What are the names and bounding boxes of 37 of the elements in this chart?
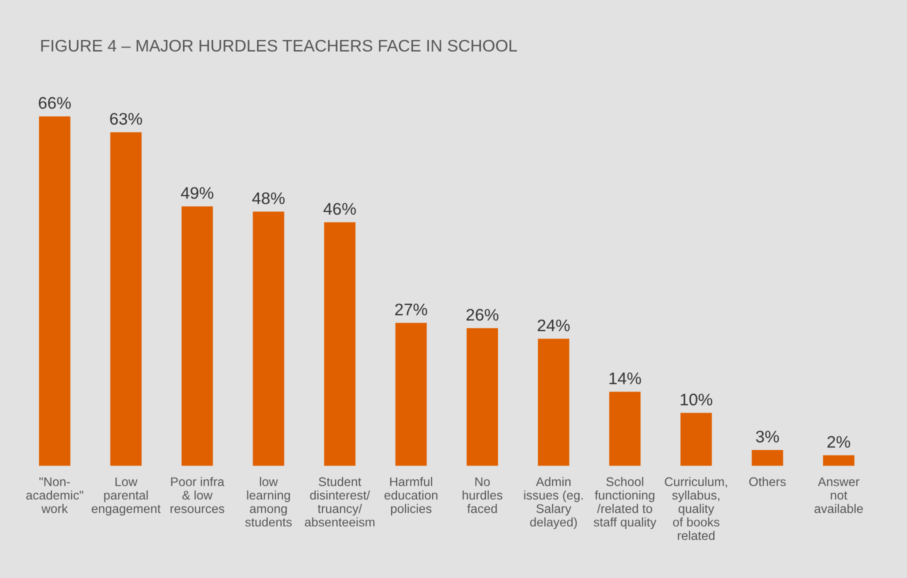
- data-label: 63%: [110, 112, 142, 125]
- bar: [110, 132, 142, 466]
- bar: [324, 222, 356, 466]
- chart-title: FIGURE 4 – MAJOR HURDLES TEACHERS FACE IN SCHOOL: [41, 40, 517, 52]
- data-label: 26%: [466, 308, 498, 321]
- x-tick-label: No hurdles faced: [462, 477, 502, 514]
- x-tick-label: Others: [749, 476, 786, 486]
- data-label: 49%: [180, 187, 214, 199]
- bar: [609, 392, 641, 466]
- bar: [252, 212, 284, 466]
- x-tick-label: Admin issues (eg. Salary delayed): [524, 476, 583, 530]
- data-label: 24%: [538, 319, 570, 332]
- bar: [680, 412, 712, 466]
- bar: [395, 322, 427, 466]
- bar: [752, 450, 784, 466]
- bar: [182, 206, 213, 466]
- x-tick-label: Answer not available: [814, 477, 863, 514]
- bar: [39, 116, 70, 466]
- x-tick-label: "Non- academic" work: [26, 477, 84, 514]
- data-label: 46%: [323, 202, 356, 215]
- bar: [538, 338, 570, 466]
- x-tick-label: Poor infra & low resources: [170, 476, 224, 514]
- x-tick-label: School functioning /related to staff quality: [594, 476, 656, 530]
- x-tick-label: Harmful education policies: [384, 476, 438, 516]
- data-label: 3%: [756, 430, 779, 443]
- data-label: 2%: [828, 436, 850, 448]
- bar: [823, 455, 854, 466]
- data-label: 66%: [38, 97, 71, 109]
- x-tick-label: Low parental engagement: [92, 477, 161, 516]
- x-tick-label: low learning among students: [245, 476, 292, 527]
- data-label: 10%: [680, 394, 712, 406]
- bar: [466, 328, 498, 466]
- x-tick-label: Curriculum, syllabus, quality of books related: [664, 476, 727, 540]
- data-label: 27%: [395, 304, 428, 316]
- data-label: 48%: [252, 192, 285, 204]
- data-label: 14%: [609, 372, 641, 384]
- x-tick-label: Student disinterest/ truancy/ absenteeism: [304, 476, 374, 527]
